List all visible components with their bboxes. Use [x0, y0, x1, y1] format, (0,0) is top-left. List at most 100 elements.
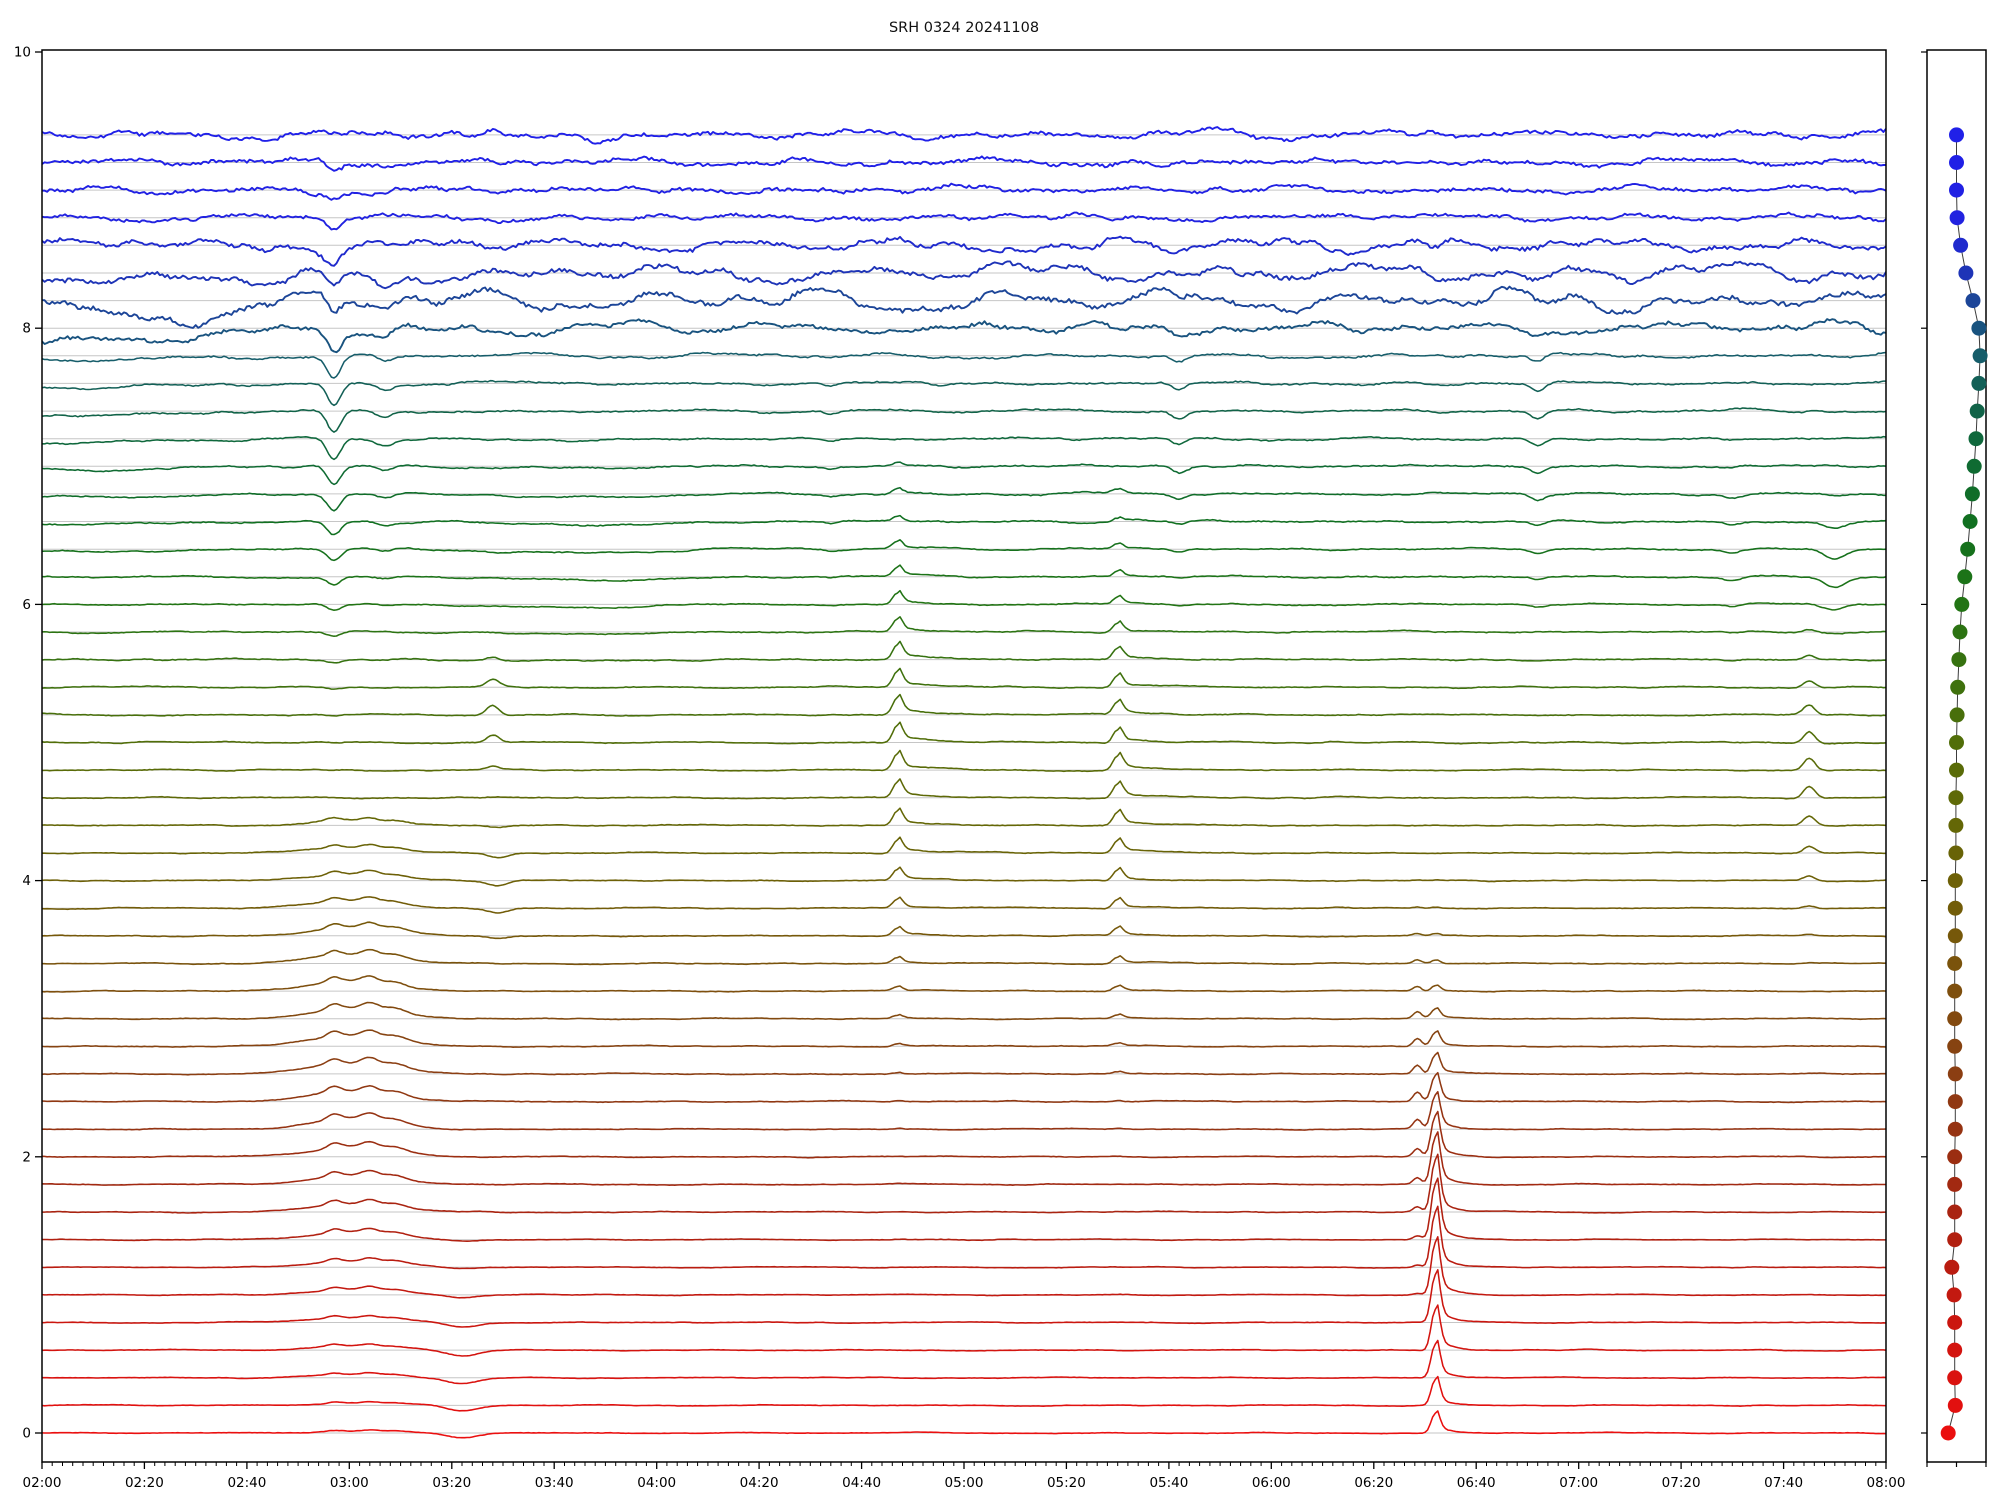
panel-dot	[1949, 127, 1964, 143]
x-tick-label: 03:20	[432, 1475, 471, 1491]
trace-line	[42, 1269, 1886, 1328]
trace-line	[42, 379, 1886, 407]
trace-line	[42, 1110, 1886, 1159]
x-tick-label: 08:00	[1867, 1475, 1906, 1491]
trace-line	[42, 1339, 1886, 1385]
panel-dot	[1946, 1287, 1962, 1303]
panel-dot	[1971, 375, 1987, 391]
panel-dot	[1947, 1121, 1963, 1137]
trace-line	[42, 1051, 1886, 1076]
panel-dot	[1948, 790, 1964, 806]
x-tick-label: 02:20	[125, 1475, 164, 1491]
panel-dot	[1947, 1176, 1963, 1192]
trace-line	[42, 948, 1886, 966]
trace-line	[42, 1131, 1886, 1186]
panel-dot	[1952, 624, 1968, 640]
x-tick-label: 03:00	[330, 1475, 369, 1491]
panel-dot	[1949, 735, 1964, 750]
panel-dot	[1949, 762, 1964, 778]
panel-dot	[1940, 1425, 1956, 1441]
panel-dot	[1966, 458, 1982, 474]
y-tick-label: 6	[22, 597, 31, 613]
y-tick-label: 8	[22, 321, 31, 337]
y-tick-label: 4	[22, 873, 31, 889]
panel-dot	[1947, 1315, 1963, 1330]
panel-dot	[1947, 983, 1963, 999]
trace-line	[42, 975, 1886, 993]
x-ticks: 02:00 02:20 02:40 03:00 03:20 03:40 04:00 04:20…	[23, 1462, 1906, 1491]
panel-dot	[1968, 431, 1984, 447]
panel-dot	[1947, 900, 1963, 916]
trace-line	[42, 836, 1886, 859]
panel-dot	[1947, 1397, 1963, 1413]
trace-line	[42, 1071, 1886, 1104]
panel-dot	[1962, 514, 1978, 529]
trace-line	[42, 1177, 1886, 1242]
panel-dot	[1948, 817, 1964, 833]
panel-dot	[1947, 1149, 1963, 1165]
panel-dot	[1944, 1259, 1960, 1275]
panel-dot	[1947, 873, 1963, 889]
panel-dot	[1947, 1038, 1963, 1054]
panel-dot	[1951, 652, 1967, 668]
trace-line	[42, 896, 1886, 914]
panel-dot	[1954, 596, 1970, 612]
trace-line	[42, 866, 1886, 887]
trace-line	[42, 693, 1886, 717]
x-tick-label: 06:20	[1354, 1475, 1393, 1491]
trace-line	[42, 778, 1886, 800]
x-tick-label: 05:40	[1149, 1475, 1188, 1491]
x-tick-label: 07:20	[1662, 1475, 1701, 1491]
panel-dot	[1948, 845, 1964, 861]
trace-line	[42, 616, 1886, 637]
trace-line	[42, 351, 1886, 379]
panel-dot	[1958, 265, 1974, 281]
trace-line	[42, 1090, 1886, 1131]
panel-dot	[1949, 210, 1965, 226]
trace-line	[42, 1001, 1886, 1021]
x-tick-label: 07:40	[1764, 1475, 1803, 1491]
panel-dot	[1947, 956, 1963, 971]
trace-line	[42, 721, 1886, 745]
trace-line	[42, 1029, 1886, 1048]
trace-line	[42, 514, 1886, 536]
axes: 02:00 02:20 02:40 03:00 03:20 03:40 04:00 04:20…	[14, 45, 1906, 1492]
trace-line	[42, 182, 1886, 201]
panel-dot	[1957, 569, 1973, 585]
trace-line	[42, 435, 1886, 461]
panel-dot	[1964, 486, 1980, 502]
panel-dot	[1949, 707, 1965, 723]
traces	[42, 126, 1886, 1439]
panel-dot	[1947, 1094, 1963, 1110]
x-tick-label: 02:40	[227, 1475, 266, 1491]
trace-line	[42, 1153, 1886, 1214]
x-tick-label: 05:20	[1047, 1475, 1086, 1491]
panel-dot	[1949, 155, 1964, 170]
y-ticks: 0 2 4 6 8 10	[14, 45, 42, 1442]
chart-title: SRH 0324 20241108	[888, 20, 1040, 36]
y-tick-label: 10	[14, 45, 31, 61]
panel-dot	[1965, 293, 1981, 309]
trace-line	[42, 126, 1886, 145]
trace-line	[42, 235, 1886, 267]
trace-line	[42, 1375, 1886, 1412]
x-tick-label: 04:40	[842, 1475, 881, 1491]
panel-dot	[1953, 237, 1969, 253]
y-tick-label: 0	[22, 1426, 31, 1442]
trace-line	[42, 1205, 1886, 1270]
trace-line	[42, 318, 1886, 354]
panel-dot	[1950, 679, 1966, 695]
x-tick-label: 06:40	[1457, 1475, 1496, 1491]
trace-line	[42, 461, 1886, 486]
trace-line	[42, 564, 1886, 589]
x-tick-label: 04:20	[740, 1475, 779, 1491]
panel-dot	[1960, 541, 1976, 557]
panel-dot	[1949, 182, 1964, 198]
panel-dot	[1947, 1232, 1963, 1248]
trace-line	[42, 1236, 1886, 1299]
x-tick-label: 06:00	[1252, 1475, 1291, 1491]
trace-line	[42, 155, 1886, 172]
